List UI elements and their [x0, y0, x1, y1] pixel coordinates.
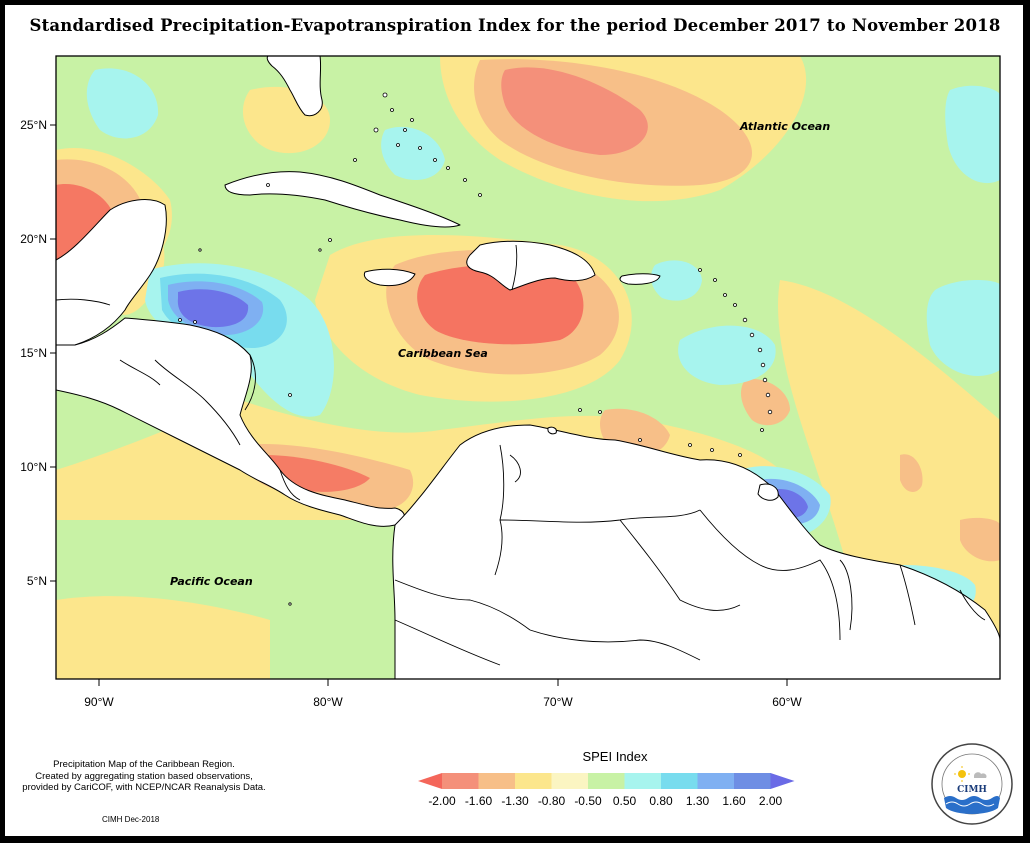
political-borders [56, 244, 986, 666]
label-atlantic-ocean: Atlantic Ocean [739, 120, 830, 133]
severe-dry-hispaniola [417, 264, 584, 345]
lon-tick-60: 60°W [772, 695, 802, 709]
map-description: Precipitation Map of the Caribbean Regio… [8, 759, 280, 794]
description-line: provided by CariCOF, with NCEP/NCAR Rean… [22, 782, 266, 793]
wet-zone-atlantic-ne [945, 85, 1000, 184]
lon-tick-90: 90°W [84, 695, 114, 709]
legend-swatch [697, 773, 735, 789]
legend-label: 1.30 [685, 794, 710, 808]
lon-tick-70: 70°W [543, 695, 573, 709]
description-line: Precipitation Map of the Caribbean Regio… [53, 759, 235, 770]
moderate-dry-east [960, 517, 1000, 562]
spei-field [56, 56, 1000, 679]
legend-label: -0.80 [537, 794, 566, 808]
land-yucatan [56, 199, 167, 346]
land-hispaniola [466, 240, 596, 291]
legend-arrow-low [418, 773, 442, 789]
cimh-logo: CIMH [931, 743, 1013, 825]
map-title: Standardised Precipitation-Evapotranspir… [29, 16, 1001, 35]
legend-label: -1.30 [501, 794, 529, 808]
legend-label: 1.60 [722, 794, 746, 808]
land-jamaica [363, 268, 416, 287]
land-masses [56, 56, 1000, 679]
legend-arrow-high [770, 773, 795, 789]
lat-axis [50, 124, 56, 582]
legend-label: -0.50 [574, 794, 602, 808]
wet-zone-gulf-nw [86, 68, 159, 139]
land-puertorico [619, 273, 661, 285]
lon-axis [98, 679, 788, 686]
legend-swatch [588, 773, 625, 789]
credit-text: CIMH Dec-2018 [102, 815, 160, 824]
legend-label: -1.60 [464, 794, 493, 808]
wet-zone-puertorico [650, 260, 702, 301]
legend-swatch [515, 773, 552, 789]
lat-tick-15: 15°N [20, 346, 47, 360]
lon-tick-80: 80°W [313, 695, 343, 709]
legend-labels: -2.00 -1.60 -1.30 -0.80 -0.50 0.50 0.80 1.30 1.6… [0, 794, 1030, 810]
legend-label: 0.80 [649, 794, 673, 808]
wet-zone-leeward [678, 325, 776, 385]
sun-icon [958, 770, 966, 778]
land-aruba-curacao [547, 426, 557, 435]
legend-label: -2.00 [428, 794, 456, 808]
label-pacific-ocean: Pacific Ocean [170, 575, 253, 588]
label-caribbean-sea: Caribbean Sea [398, 347, 488, 360]
cloud-icon [974, 772, 987, 778]
land-trinidad [757, 483, 779, 501]
wet-zone-atlantic-e [926, 280, 1000, 376]
land-florida [266, 56, 323, 117]
legend-label: 0.50 [612, 794, 637, 808]
moderate-dry-guiana [900, 454, 923, 492]
wet-zone-honduras-max [177, 289, 249, 328]
legend-swatch [442, 773, 479, 789]
legend-swatch [734, 773, 771, 789]
wave-icon [944, 796, 1000, 814]
lat-tick-5: 5°N [27, 574, 47, 588]
land-central-america [56, 317, 405, 527]
legend-swatch [478, 773, 516, 789]
map-border [55, 55, 1001, 680]
description-line: Created by aggregating station based obs… [35, 770, 253, 782]
logo-text: CIMH [957, 785, 987, 795]
dry-zone-southwest [56, 596, 270, 679]
moderate-dry-windward [740, 379, 790, 426]
legend-label: 2.00 [758, 794, 783, 808]
legend-swatch [661, 773, 698, 789]
land-cuba [224, 171, 461, 228]
lat-tick-20: 20°N [20, 232, 47, 246]
legend-swatch [551, 773, 589, 789]
lat-tick-25: 25°N [20, 118, 47, 132]
severe-dry-atlantic [501, 67, 648, 155]
legend-colorbar [418, 773, 795, 789]
lat-tick-10: 10°N [20, 460, 47, 474]
legend-swatch [624, 773, 662, 789]
legend-title: SPEI Index [582, 749, 648, 764]
small-islands [178, 92, 773, 606]
wet-zone-bahamas [381, 126, 445, 180]
